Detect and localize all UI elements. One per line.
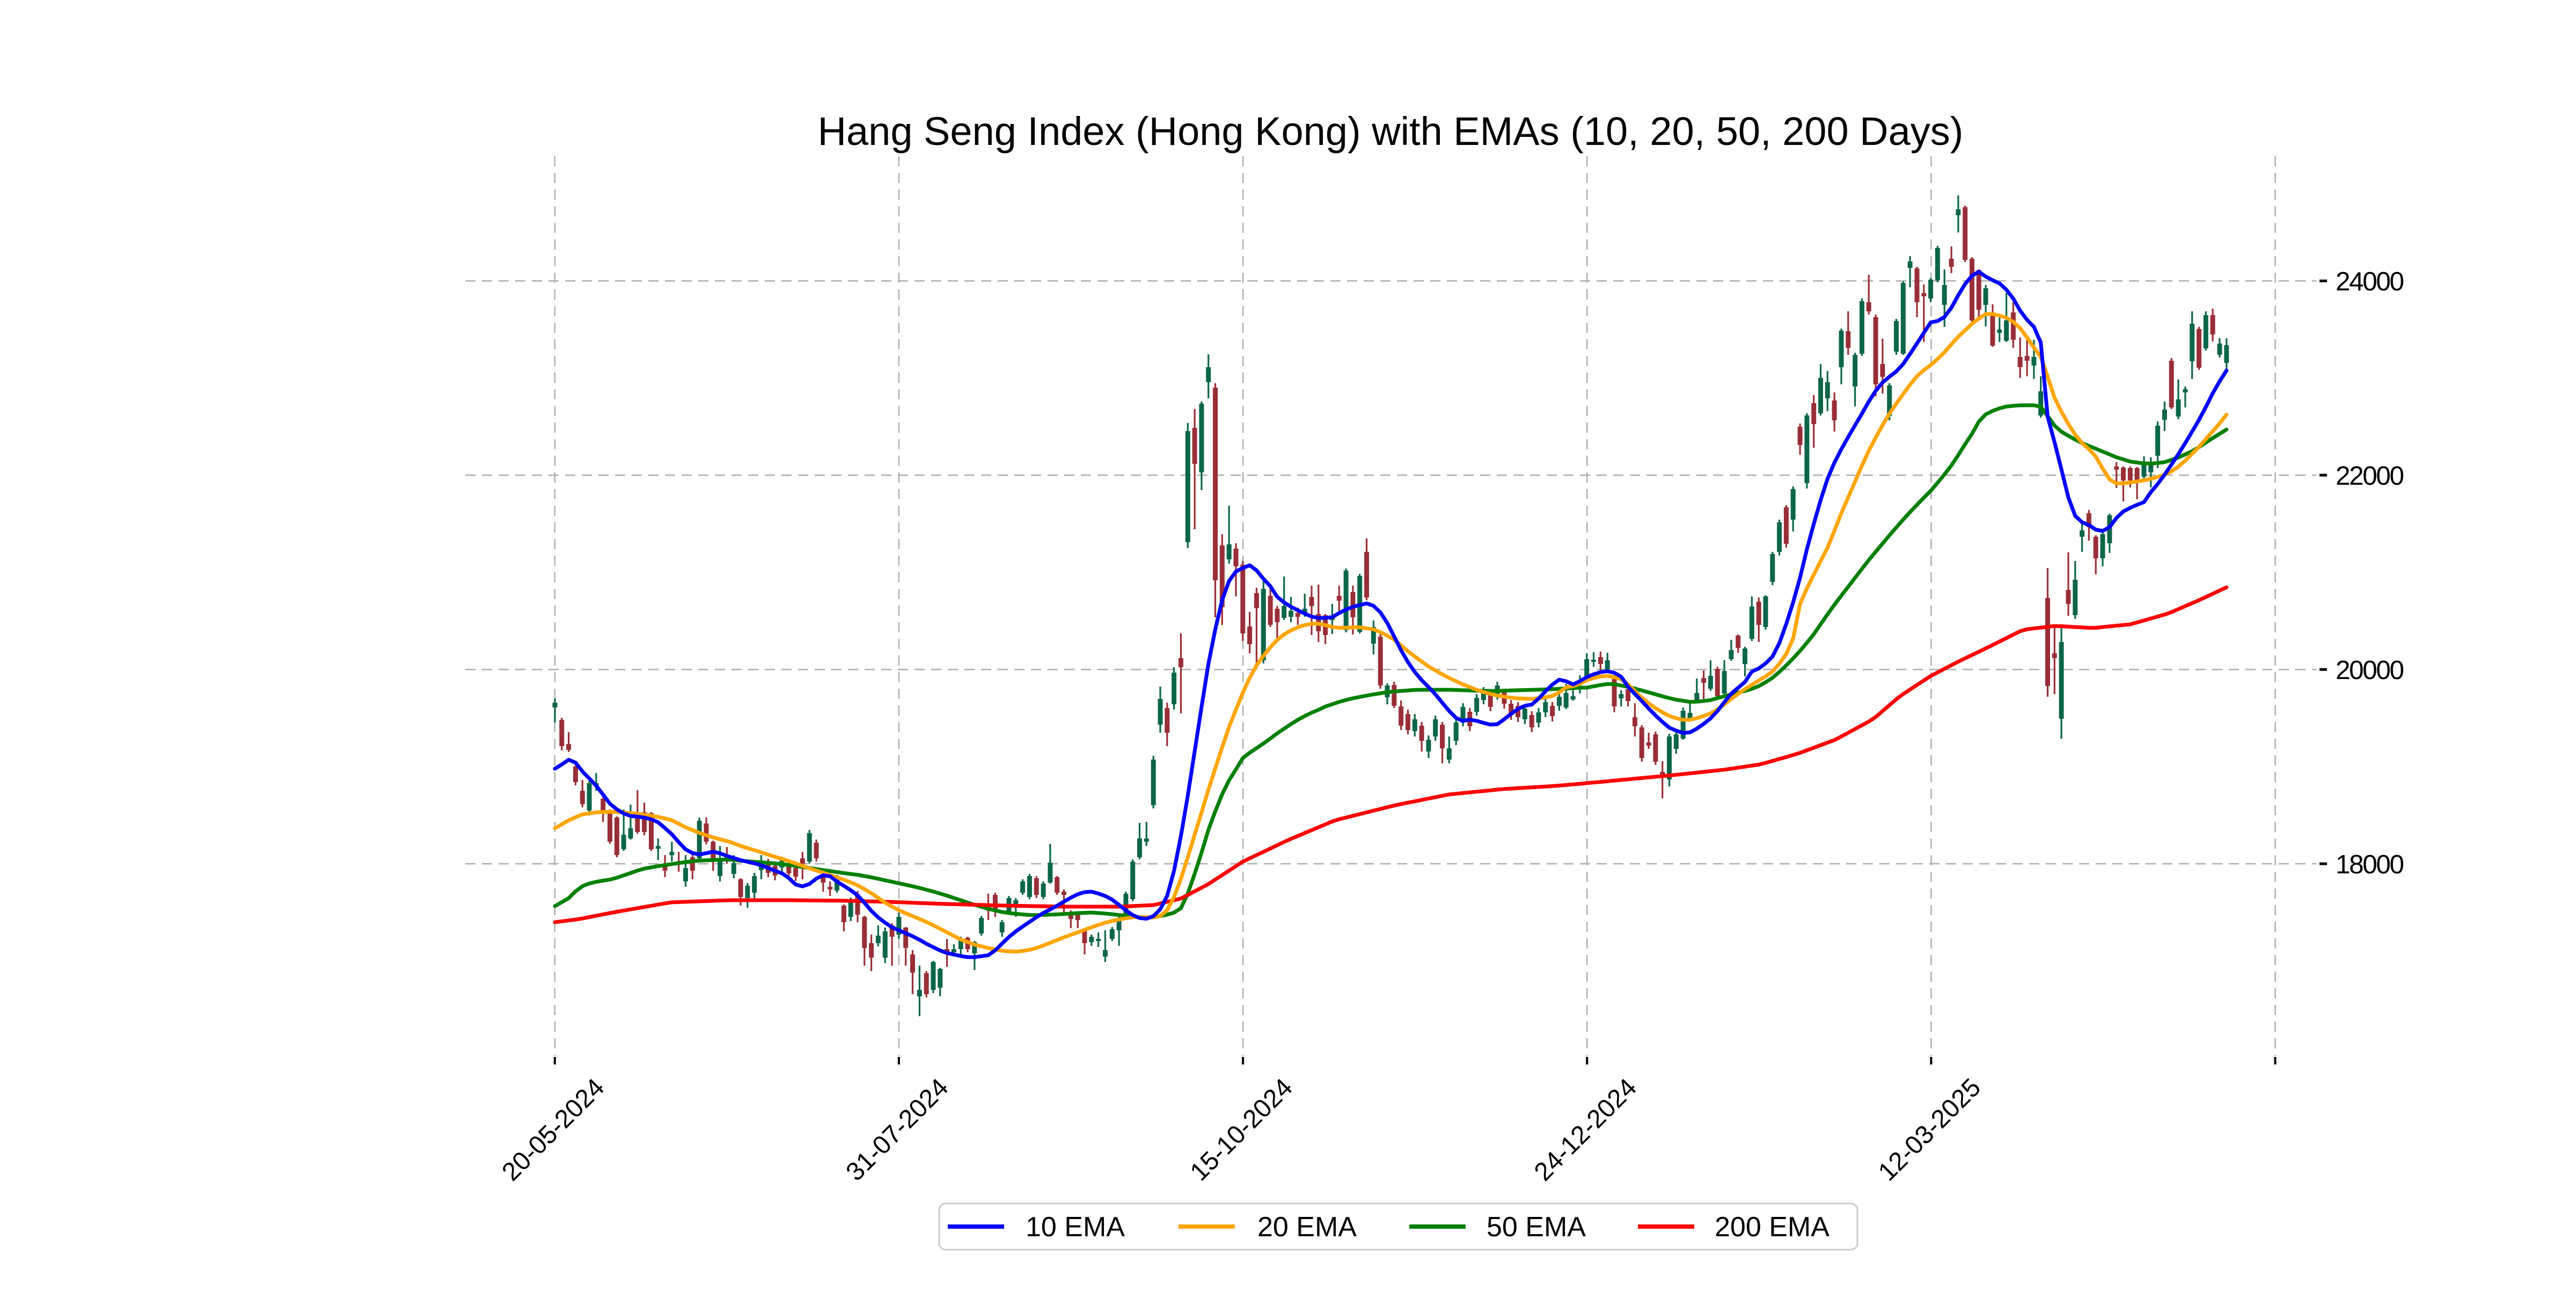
- svg-text:20 EMA: 20 EMA: [1257, 1212, 1357, 1243]
- svg-text:10 EMA: 10 EMA: [1026, 1212, 1125, 1243]
- svg-text:50 EMA: 50 EMA: [1487, 1212, 1586, 1243]
- svg-text:24000: 24000: [2336, 267, 2404, 296]
- svg-text:20000: 20000: [2336, 655, 2404, 685]
- svg-text:200 EMA: 200 EMA: [1715, 1212, 1829, 1243]
- svg-text:Hang Seng Index (Hong Kong) wi: Hang Seng Index (Hong Kong) with EMAs (1…: [818, 109, 1964, 154]
- svg-text:18000: 18000: [2336, 850, 2404, 879]
- svg-text:22000: 22000: [2336, 461, 2404, 491]
